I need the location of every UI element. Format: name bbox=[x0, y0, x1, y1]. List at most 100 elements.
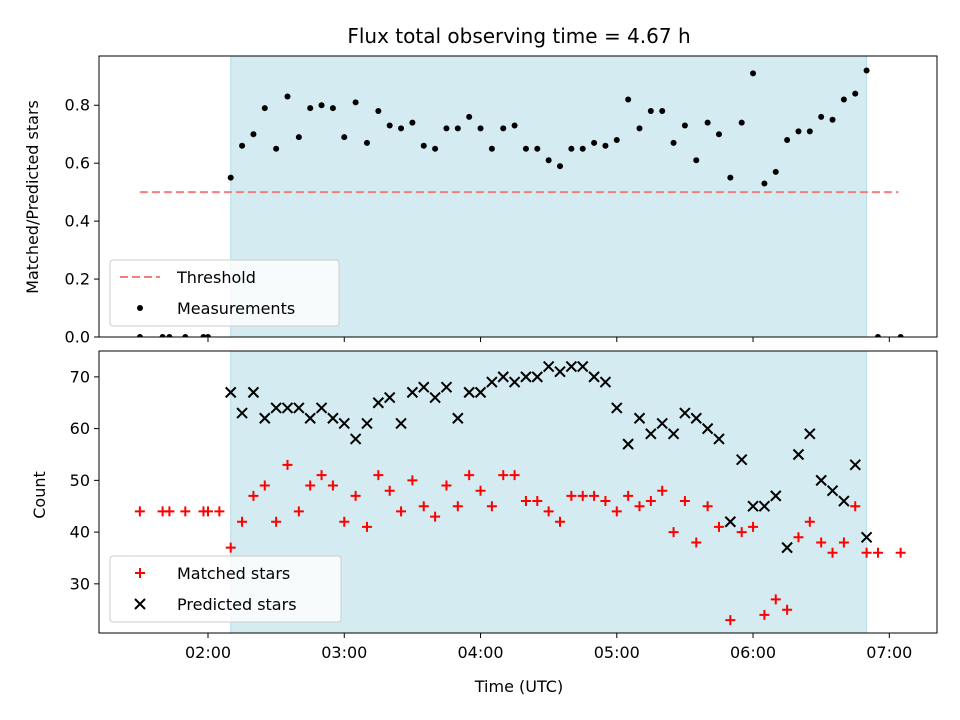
data-point bbox=[591, 139, 598, 146]
data-point bbox=[634, 501, 645, 512]
data-point bbox=[295, 134, 302, 141]
data-point bbox=[511, 122, 518, 129]
data-point bbox=[611, 402, 623, 414]
data-point bbox=[656, 417, 668, 430]
data-point bbox=[543, 506, 554, 517]
data-point bbox=[679, 496, 690, 507]
data-point bbox=[443, 125, 450, 132]
data-point bbox=[645, 496, 656, 507]
data-point bbox=[667, 428, 680, 440]
data-point bbox=[282, 459, 293, 470]
data-point bbox=[418, 381, 430, 393]
data-point bbox=[577, 360, 589, 373]
legend-label: Threshold bbox=[176, 268, 256, 287]
data-point bbox=[136, 334, 143, 337]
data-point bbox=[284, 93, 291, 100]
top-axes: 0.0 0.2 0.4 0.6 0.8 Threshold Measurements bbox=[65, 55, 938, 347]
bottom-y-axis-label: Count bbox=[30, 471, 49, 519]
data-point bbox=[826, 484, 839, 497]
data-point bbox=[725, 615, 736, 626]
data-point bbox=[418, 501, 429, 512]
data-point bbox=[383, 391, 396, 404]
data-point bbox=[681, 122, 688, 129]
data-point bbox=[750, 70, 757, 77]
chart-title: Flux total observing time = 4.67 h bbox=[347, 24, 690, 48]
data-point bbox=[386, 122, 393, 129]
data-point bbox=[804, 428, 816, 440]
data-point bbox=[818, 113, 825, 120]
data-point bbox=[293, 506, 304, 517]
data-point bbox=[270, 402, 282, 414]
data-point bbox=[509, 470, 520, 481]
data-point bbox=[464, 470, 475, 481]
data-point bbox=[647, 108, 654, 115]
data-point bbox=[259, 480, 270, 491]
y-tick-label: 0.2 bbox=[65, 270, 90, 289]
data-point bbox=[273, 145, 280, 152]
legend-label: Measurements bbox=[177, 299, 295, 318]
data-point bbox=[315, 402, 328, 414]
data-point bbox=[589, 490, 600, 501]
data-point bbox=[781, 541, 793, 554]
legend-box bbox=[109, 259, 340, 327]
data-point bbox=[600, 496, 611, 507]
data-point bbox=[623, 490, 634, 501]
data-point bbox=[613, 137, 620, 144]
top-y-axis-label: Matched/Predicted stars bbox=[23, 100, 42, 294]
data-point bbox=[497, 371, 509, 383]
data-point bbox=[247, 386, 260, 399]
bottom-axes: 30 40 50 60 70 02:00 03:00 04:00 05:00 06:00 07:00… bbox=[70, 350, 938, 662]
data-point bbox=[690, 412, 702, 424]
data-point bbox=[304, 412, 316, 424]
data-point bbox=[477, 125, 484, 132]
data-point bbox=[670, 139, 677, 146]
data-point bbox=[838, 495, 850, 507]
data-point bbox=[429, 391, 441, 404]
data-point bbox=[384, 485, 395, 496]
data-point bbox=[463, 386, 475, 399]
data-point bbox=[395, 417, 407, 430]
data-point bbox=[205, 334, 212, 337]
data-point bbox=[466, 113, 473, 120]
data-point bbox=[327, 480, 338, 491]
data-point bbox=[159, 334, 166, 337]
x-axis-label: Time (UTC) bbox=[474, 677, 563, 696]
data-point bbox=[761, 180, 768, 187]
data-point bbox=[452, 412, 464, 424]
data-point bbox=[554, 365, 566, 378]
data-point bbox=[271, 516, 282, 527]
legend-label: Predicted stars bbox=[177, 595, 297, 614]
data-point bbox=[599, 376, 612, 388]
data-point bbox=[633, 412, 646, 424]
data-point bbox=[542, 360, 555, 373]
data-point bbox=[261, 105, 268, 112]
data-point bbox=[724, 516, 737, 528]
data-point bbox=[827, 547, 838, 558]
data-point bbox=[396, 506, 407, 517]
data-point bbox=[398, 125, 405, 132]
data-point bbox=[352, 99, 359, 106]
data-point bbox=[409, 119, 416, 126]
data-point bbox=[316, 470, 327, 481]
x-tick-label: 06:00 bbox=[730, 643, 776, 662]
data-point bbox=[338, 417, 350, 430]
data-point bbox=[214, 506, 225, 517]
data-point bbox=[508, 376, 521, 388]
data-point bbox=[350, 490, 361, 501]
data-point bbox=[579, 145, 586, 152]
y-tick-label: 0.4 bbox=[65, 212, 90, 231]
legend-box bbox=[109, 555, 342, 623]
data-point bbox=[735, 453, 748, 466]
data-point bbox=[318, 102, 325, 109]
data-point bbox=[611, 506, 622, 517]
x-tick-label: 03:00 bbox=[321, 643, 367, 662]
data-point bbox=[520, 371, 532, 383]
y-tick-label: 50 bbox=[70, 471, 90, 490]
data-point bbox=[236, 407, 248, 419]
data-point bbox=[166, 334, 173, 337]
series-matched-stars bbox=[134, 459, 906, 626]
data-point bbox=[225, 542, 236, 553]
data-point bbox=[134, 506, 145, 517]
data-point bbox=[897, 334, 904, 337]
